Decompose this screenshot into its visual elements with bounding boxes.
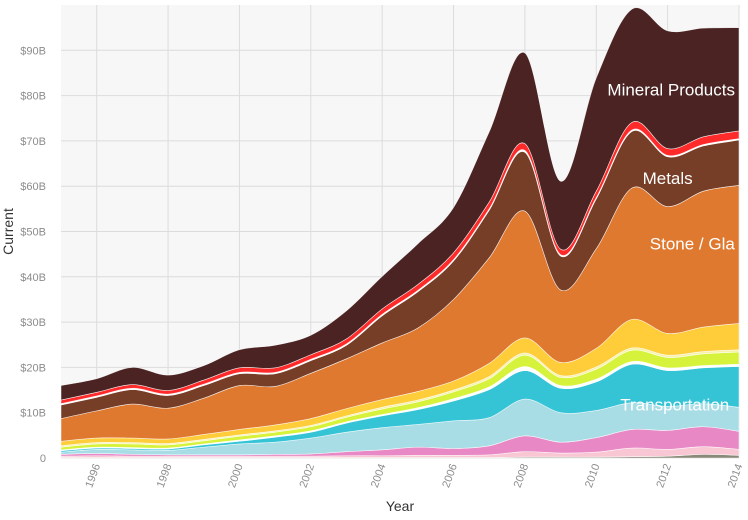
series-labels: Mineral Products Metals Stone / Gla Transpo…	[607, 81, 735, 415]
x-tick-label: 2010	[583, 462, 603, 489]
y-tick-label: 0	[40, 453, 46, 465]
x-axis-ticks: 1996 1998 2000 2002 2004 2006 2008 2010 2012 2014	[83, 462, 745, 489]
x-tick-label: 2014	[726, 462, 746, 489]
x-tick-label: 2002	[298, 462, 318, 489]
series-label: Mineral Products	[607, 81, 735, 100]
area-series	[60, 7, 740, 459]
x-tick-label: 2000	[226, 462, 246, 489]
y-tick-label: $60B	[20, 181, 46, 193]
x-tick-label: 1996	[83, 462, 103, 489]
series-label: Stone / Gla	[650, 235, 736, 254]
series-label: Metals	[643, 169, 693, 188]
y-tick-label: $10B	[20, 408, 46, 420]
y-tick-label: $30B	[20, 317, 46, 329]
x-axis-title: Year	[386, 498, 415, 514]
x-tick-label: 2004	[369, 462, 389, 489]
y-tick-label: $70B	[20, 136, 46, 148]
x-tick-label: 2006	[440, 462, 460, 489]
y-tick-label: $50B	[20, 227, 46, 239]
x-tick-label: 1998	[155, 462, 175, 489]
y-tick-label: $40B	[20, 272, 46, 284]
y-tick-label: $90B	[20, 45, 46, 57]
series-label: Transportation	[620, 395, 729, 414]
area-series-14	[60, 7, 740, 401]
x-tick-label: 2012	[654, 462, 674, 489]
y-axis-ticks: 0 $10B $20B $30B $40B $50B $60B $70B $80B $90B	[20, 45, 46, 465]
x-tick-label: 2008	[512, 462, 532, 489]
y-tick-label: $20B	[20, 362, 46, 374]
y-tick-label: $80B	[20, 91, 46, 103]
y-axis-title: Current	[0, 208, 16, 255]
